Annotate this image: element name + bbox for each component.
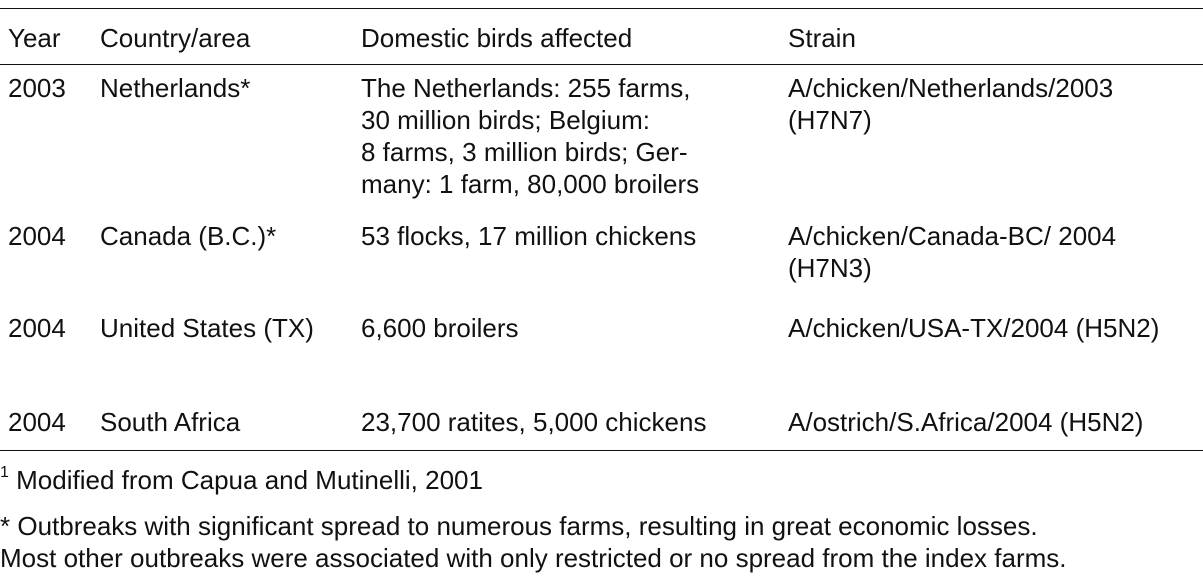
cell-year: 2003 [8, 73, 66, 103]
cell-country: Netherlands* [100, 73, 251, 103]
table-bottom-rule [0, 450, 1203, 451]
cell-country: South Africa [100, 407, 241, 437]
footnote-asterisk-line: Most other outbreaks were associated wit… [0, 543, 1067, 573]
cell-birds-line: 6,600 broilers [361, 313, 519, 343]
cell-birds-line: The Netherlands: 255 farms, [361, 73, 691, 103]
footnote-source: 1 Modified from Capua and Mutinelli, 200… [0, 464, 483, 496]
cell-strain-line: A/ostrich/S.Africa/2004 (H5N2) [788, 407, 1144, 437]
cell-strain-line: A/chicken/Canada-BC/ 2004 [788, 221, 1117, 251]
cell-strain-line: (H7N7) [788, 105, 872, 135]
header-strain: Strain [788, 23, 856, 53]
table-header-rule [0, 64, 1203, 65]
cell-birds-line: 30 million birds; Belgium: [361, 105, 651, 135]
cell-year: 2004 [8, 407, 66, 437]
footnote-marker: 1 [0, 464, 9, 481]
cell-strain-line: A/chicken/USA-TX/2004 (H5N2) [788, 313, 1160, 343]
cell-country: United States (TX) [100, 313, 314, 343]
cell-birds-line: 53 flocks, 17 million chickens [361, 221, 697, 251]
cell-birds-line: 23,700 ratites, 5,000 chickens [361, 407, 707, 437]
footnote-asterisk-line: * Outbreaks with significant spread to n… [0, 511, 1038, 541]
footnote-source-text: Modified from Capua and Mutinelli, 2001 [16, 465, 483, 495]
cell-birds-line: 8 farms, 3 million birds; Ger- [361, 137, 688, 167]
cell-year: 2004 [8, 221, 66, 251]
cell-country: Canada (B.C.)* [100, 221, 277, 251]
header-country: Country/area [100, 23, 251, 53]
table-top-rule [0, 8, 1203, 9]
header-year: Year [8, 23, 61, 53]
cell-strain-line: (H7N3) [788, 253, 872, 283]
header-birds-affected: Domestic birds affected [361, 23, 633, 53]
cell-strain-line: A/chicken/Netherlands/2003 [788, 73, 1114, 103]
cell-year: 2004 [8, 313, 66, 343]
cell-birds-line: many: 1 farm, 80,000 broilers [361, 169, 700, 199]
